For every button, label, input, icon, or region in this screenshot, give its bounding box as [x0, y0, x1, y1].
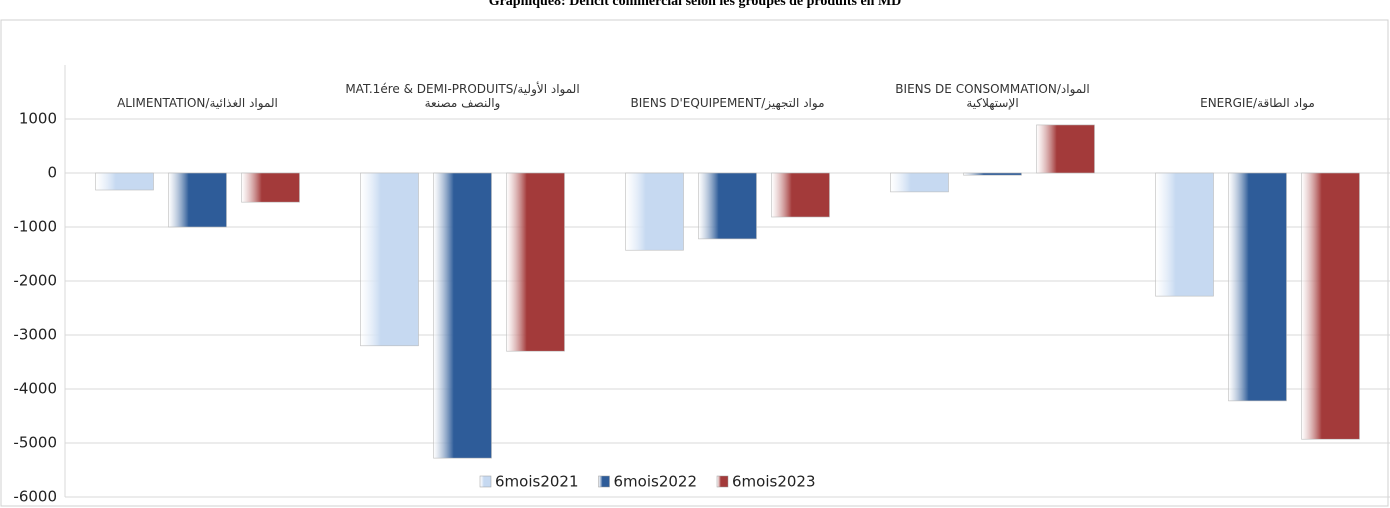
y-tick-label: -2000 — [13, 272, 57, 290]
category-text: ENERGIE/مواد الطاقة — [1200, 96, 1315, 110]
bar — [1301, 172, 1360, 440]
category-text: MAT.1ére & DEMI-PRODUITS/المواد الأولية … — [345, 82, 580, 110]
bar — [241, 172, 300, 203]
bar — [963, 172, 1022, 176]
chart-border — [0, 19, 1389, 507]
legend-label: 6mois2023 — [732, 473, 816, 491]
y-tick-label: -4000 — [13, 380, 57, 398]
bar — [698, 172, 757, 240]
legend-swatch — [479, 475, 492, 488]
category-label: ENERGIE/مواد الطاقة — [1138, 50, 1378, 110]
legend-swatch — [598, 475, 610, 488]
y-tick-label: -6000 — [13, 488, 57, 506]
chart-title: Graphique8: Deficit commercial selon les… — [488, 0, 902, 9]
category-text: ALIMENTATION/المواد الغذائية — [117, 96, 278, 110]
bar — [771, 172, 830, 218]
legend-label: 6mois2022 — [614, 473, 698, 491]
y-tick-label: -3000 — [13, 326, 57, 344]
bar — [1228, 172, 1287, 402]
bar — [1155, 172, 1214, 297]
category-text: BIENS D'EQUIPEMENT/مواد التجهيز — [630, 96, 825, 110]
bar — [360, 172, 419, 347]
category-label: BIENS DE CONSOMMATION/المواد الإستهلاكية — [873, 50, 1113, 110]
bar — [433, 172, 492, 459]
category-text: BIENS DE CONSOMMATION/المواد الإستهلاكية — [895, 82, 1090, 110]
category-label: ALIMENTATION/المواد الغذائية — [78, 50, 318, 110]
category-label: BIENS D'EQUIPEMENT/مواد التجهيز — [608, 50, 848, 110]
bar — [625, 172, 684, 251]
y-tick-label: 1000 — [19, 110, 57, 128]
y-tick-label: -1000 — [13, 218, 57, 236]
legend-label: 6mois2021 — [495, 473, 579, 491]
category-label: MAT.1ére & DEMI-PRODUITS/المواد الأولية … — [343, 50, 583, 110]
bar — [1036, 124, 1095, 174]
bar — [890, 172, 949, 193]
legend-swatch — [716, 475, 729, 488]
bar — [168, 172, 227, 228]
bar — [95, 172, 154, 191]
bar — [506, 172, 565, 352]
y-tick-label: 0 — [47, 164, 57, 182]
y-tick-label: -5000 — [13, 434, 57, 452]
